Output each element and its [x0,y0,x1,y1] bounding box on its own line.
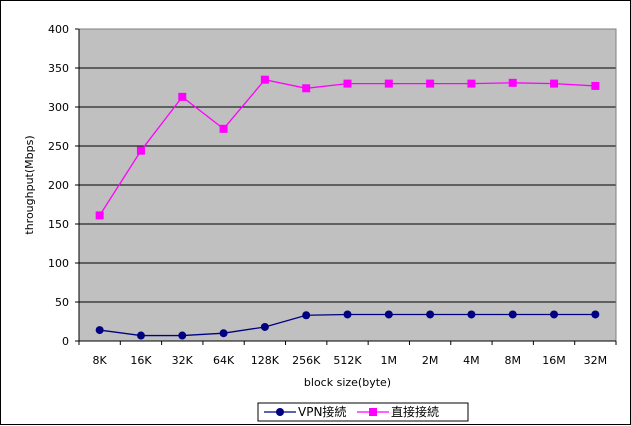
data-point-s0-2 [178,331,187,340]
x-tick-label-8k: 8K [93,354,108,367]
x-axis-title: block size(byte) [304,376,391,389]
x-tick-label-64k: 64K [213,354,235,367]
y-tick-labels: 0 50 100 150 200 250 300 350 400 [48,23,69,348]
x-tick-label-8m: 8M [504,354,521,367]
x-tick-labels: 8K 16K 32K 64K 128K 256K 512K 1M 2M 4M 8M 16M 32M [78,341,617,367]
data-point-s0-0 [95,326,104,335]
x-tick-label-32m: 32M [584,354,608,367]
y-tick-label-200: 200 [48,179,69,192]
legend-marker-vpn [276,408,284,416]
data-point-s1-6 [343,79,352,88]
data-point-s1-9 [467,79,476,88]
y-tick-label-0: 0 [62,335,69,348]
series-group [95,75,600,340]
legend: VPN接続 直接接続 [257,402,469,422]
x-tick-label-16k: 16K [130,354,152,367]
y-tick-label-300: 300 [48,101,69,114]
data-point-s0-6 [343,310,352,319]
x-tick-label-256k: 256K [292,354,321,367]
legend-marker-direct [369,408,377,416]
data-point-s1-7 [384,79,393,88]
x-tick-label-1m: 1M [381,354,398,367]
data-point-s1-10 [508,78,517,87]
data-point-s1-4 [260,75,269,84]
data-point-s0-9 [467,310,476,319]
y-tick-label-400: 400 [48,23,69,36]
data-point-s1-8 [426,79,435,88]
data-point-s1-12 [591,81,600,90]
y-axis-title: throughput(Mbps) [23,135,36,234]
x-tick-label-32k: 32K [172,354,194,367]
data-point-s0-1 [136,331,145,340]
data-point-s1-1 [136,146,145,155]
y-tick-label-50: 50 [55,296,69,309]
data-point-s0-7 [384,310,393,319]
data-point-s0-8 [426,310,435,319]
x-tick-label-16m: 16M [542,354,566,367]
y-tick-label-250: 250 [48,140,69,153]
y-tick-label-100: 100 [48,257,69,270]
data-point-s0-5 [302,311,311,320]
data-point-s0-11 [550,310,559,319]
data-point-s1-11 [550,79,559,88]
data-point-s0-10 [508,310,517,319]
y-tick-label-350: 350 [48,62,69,75]
x-tick-label-512k: 512K [333,354,362,367]
legend-label-vpn: VPN接続 [298,404,346,419]
series-1 [95,75,600,220]
data-point-s1-2 [178,92,187,101]
x-tick-label-4m: 4M [463,354,480,367]
data-point-s1-0 [95,211,104,220]
axes [78,28,617,342]
data-point-s0-12 [591,310,600,319]
data-point-s1-5 [302,84,311,93]
series-0 [95,310,600,340]
x-tick-label-128k: 128K [251,354,280,367]
x-tick-label-2m: 2M [422,354,439,367]
y-tick-label-150: 150 [48,218,69,231]
data-point-s0-4 [260,322,269,331]
legend-label-direct: 直接接続 [391,404,439,419]
data-point-s0-3 [219,329,228,338]
data-point-s1-3 [219,124,228,133]
